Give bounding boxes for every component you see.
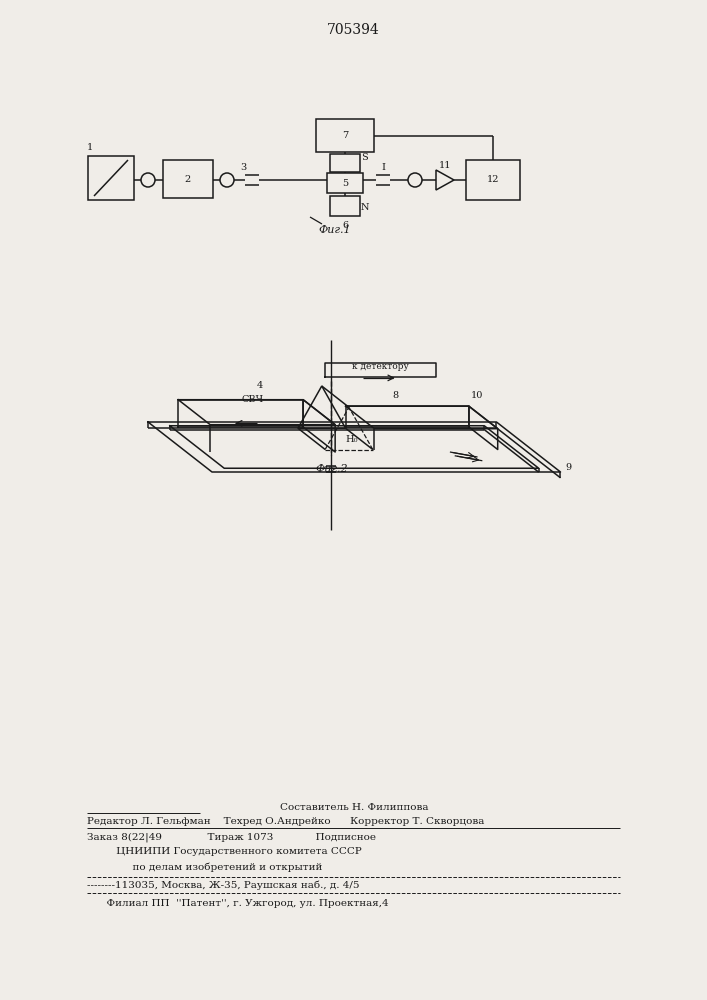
Bar (327, 173, 363, 193)
Text: 11: 11 (439, 161, 451, 170)
Text: 705394: 705394 (327, 23, 380, 37)
Text: 7: 7 (342, 131, 348, 140)
Bar (163, 160, 213, 198)
Text: S: S (361, 152, 368, 161)
Bar (88, 156, 134, 200)
Text: Филиал ПП  ''Патент'', г. Ужгород, ул. Проектная,4: Филиал ПП ''Патент'', г. Ужгород, ул. Пр… (87, 898, 389, 908)
Text: 10: 10 (470, 391, 483, 400)
Text: Заказ 8(22|49              Тираж 1073             Подписное: Заказ 8(22|49 Тираж 1073 Подписное (87, 832, 376, 842)
Text: H₀: H₀ (346, 435, 358, 444)
Text: 4: 4 (257, 381, 263, 390)
Text: --------113035, Москва, Ж-35, Раушская наб., д. 4/5: --------113035, Москва, Ж-35, Раушская н… (87, 880, 359, 890)
Text: 12: 12 (486, 176, 499, 184)
Text: Редактор Л. Гельфман    Техред О.Андрейко      Корректор Т. Скворцова: Редактор Л. Гельфман Техред О.Андрейко К… (87, 818, 484, 826)
Text: 6: 6 (342, 222, 348, 231)
Text: 1: 1 (87, 143, 93, 152)
Text: к детектору: к детектору (352, 362, 409, 371)
Text: Фиг.1: Фиг.1 (319, 225, 351, 235)
Bar (330, 196, 360, 216)
Bar (316, 119, 374, 152)
Text: 9: 9 (566, 462, 571, 472)
Text: N: N (361, 204, 369, 213)
Text: ЦНИИПИ Государственного комитета СССР: ЦНИИПИ Государственного комитета СССР (87, 848, 362, 856)
Text: 3: 3 (240, 163, 246, 172)
Text: 2: 2 (185, 174, 191, 184)
Text: СВЧ: СВЧ (241, 395, 263, 404)
Bar (466, 160, 520, 200)
Bar (330, 154, 360, 172)
Text: Составитель Н. Филиппова: Составитель Н. Филиппова (280, 802, 428, 812)
Text: 8: 8 (392, 391, 398, 400)
Text: по делам изобретений и открытий: по делам изобретений и открытий (87, 862, 322, 872)
Text: 5: 5 (342, 178, 348, 188)
Text: Фиг.2: Фиг.2 (315, 464, 348, 474)
Text: I: I (381, 163, 385, 172)
